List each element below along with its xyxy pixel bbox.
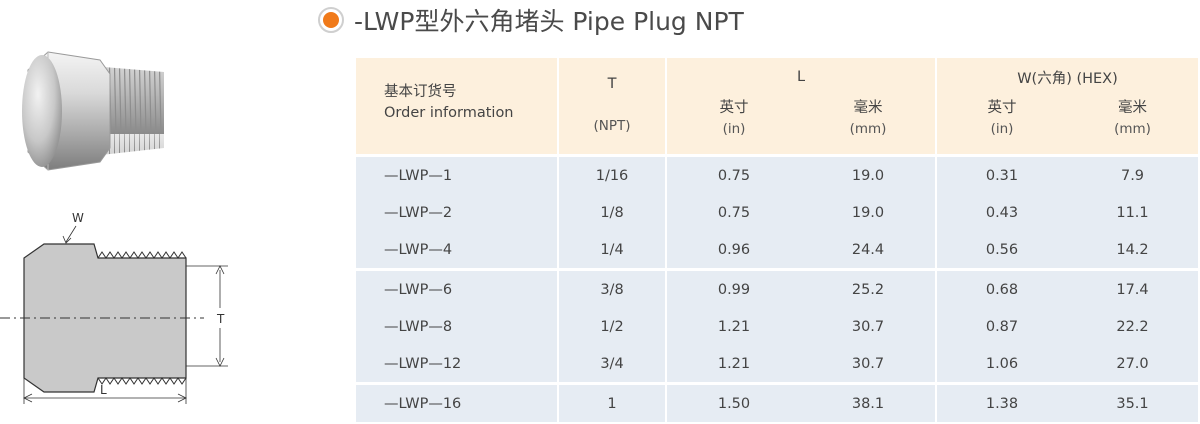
table-row: —LWP—1 1/16 0.75 19.0 0.31 7.9 [356, 154, 1198, 194]
w-mm-header: 毫米 (mm) [1067, 96, 1198, 156]
l-in-cell: 1.21 [665, 308, 801, 345]
order-header: 基本订货号 Order information [356, 58, 558, 156]
l-mm-cell: 38.1 [801, 382, 936, 422]
specification-table: 基本订货号 Order information T (NPT) L W(六角) … [356, 58, 1198, 422]
order-cell: —LWP—12 [356, 345, 558, 384]
order-cell: —LWP—16 [356, 382, 558, 422]
order-header-cn: 基本订货号 [384, 84, 457, 100]
w-header: W(六角) (HEX) [935, 58, 1198, 96]
l-in-cell: 0.75 [665, 154, 801, 194]
table-row: —LWP—4 1/4 0.96 24.4 0.56 14.2 [356, 231, 1198, 270]
w-mm-cell: 7.9 [1067, 154, 1198, 194]
table-row: —LWP—16 1 1.50 38.1 1.38 35.1 [356, 382, 1198, 422]
l-inch-unit: (in) [722, 121, 746, 137]
table-row: —LWP—2 1/8 0.75 19.0 0.43 11.1 [356, 194, 1198, 231]
technical-drawing: T L W [0, 211, 228, 404]
l-inch-header: 英寸 (in) [665, 96, 801, 156]
l-mm-cn: 毫米 [853, 100, 883, 116]
order-cell: —LWP—4 [356, 231, 558, 270]
t-dimension-label: T [216, 312, 225, 326]
w-mm-cell: 27.0 [1067, 345, 1198, 384]
w-in-cell: 0.31 [935, 154, 1067, 194]
l-mm-cell: 25.2 [801, 268, 936, 308]
t-cell: 3/4 [557, 345, 666, 384]
table-row: —LWP—12 3/4 1.21 30.7 1.06 27.0 [356, 345, 1198, 384]
t-header: T (NPT) [557, 58, 666, 156]
t-cell: 1/16 [557, 154, 666, 194]
order-header-en: Order information [384, 105, 514, 121]
l-in-cell: 1.21 [665, 345, 801, 384]
w-mm-cell: 17.4 [1067, 268, 1198, 308]
w-mm-cell: 14.2 [1067, 231, 1198, 270]
w-inch-unit: (in) [990, 121, 1014, 137]
t-cell: 3/8 [557, 268, 666, 308]
w-mm-cell: 11.1 [1067, 194, 1198, 231]
t-header-label: T [607, 76, 617, 92]
w-mm-cell: 35.1 [1067, 382, 1198, 422]
w-inch-cn: 英寸 [987, 100, 1017, 116]
l-in-cell: 1.50 [665, 382, 801, 422]
w-in-cell: 1.06 [935, 345, 1067, 384]
w-in-cell: 1.38 [935, 382, 1067, 422]
w-in-cell: 0.87 [935, 308, 1067, 345]
order-cell: —LWP—2 [356, 194, 558, 231]
t-header-unit: (NPT) [593, 118, 631, 134]
page-title: -LWP型外六角堵头 Pipe Plug NPT [318, 2, 1178, 38]
l-in-cell: 0.96 [665, 231, 801, 270]
l-mm-unit: (mm) [849, 121, 887, 137]
l-mm-cell: 30.7 [801, 308, 936, 345]
table-header-row: 基本订货号 Order information T (NPT) L W(六角) … [356, 58, 1198, 156]
w-inch-header: 英寸 (in) [935, 96, 1067, 156]
w-in-cell: 0.68 [935, 268, 1067, 308]
l-mm-header: 毫米 (mm) [801, 96, 936, 156]
t-cell: 1/8 [557, 194, 666, 231]
w-mm-cn: 毫米 [1118, 100, 1147, 116]
l-dimension-label: L [100, 383, 107, 397]
order-cell: —LWP—1 [356, 154, 558, 194]
w-in-cell: 0.43 [935, 194, 1067, 231]
order-cell: —LWP—6 [356, 268, 558, 308]
w-in-cell: 0.56 [935, 231, 1067, 270]
l-in-cell: 0.75 [665, 194, 801, 231]
l-mm-cell: 24.4 [801, 231, 936, 270]
t-cell: 1 [557, 382, 666, 422]
w-mm-cell: 22.2 [1067, 308, 1198, 345]
w-mm-unit: (mm) [1114, 121, 1151, 137]
table-row: —LWP—8 1/2 1.21 30.7 0.87 22.2 [356, 308, 1198, 345]
l-in-cell: 0.99 [665, 268, 801, 308]
orange-bullet-icon [318, 7, 344, 33]
t-cell: 1/4 [557, 231, 666, 270]
w-dimension-label: W [72, 211, 84, 225]
order-cell: —LWP—8 [356, 308, 558, 345]
table-row: —LWP—6 3/8 0.99 25.2 0.68 17.4 [356, 268, 1198, 308]
product-photo [22, 51, 164, 171]
l-mm-cell: 19.0 [801, 194, 936, 231]
t-cell: 1/2 [557, 308, 666, 345]
l-mm-cell: 19.0 [801, 154, 936, 194]
l-inch-cn: 英寸 [719, 100, 749, 116]
l-header: L [665, 58, 936, 96]
l-mm-cell: 30.7 [801, 345, 936, 384]
title-text: -LWP型外六角堵头 Pipe Plug NPT [354, 7, 744, 36]
